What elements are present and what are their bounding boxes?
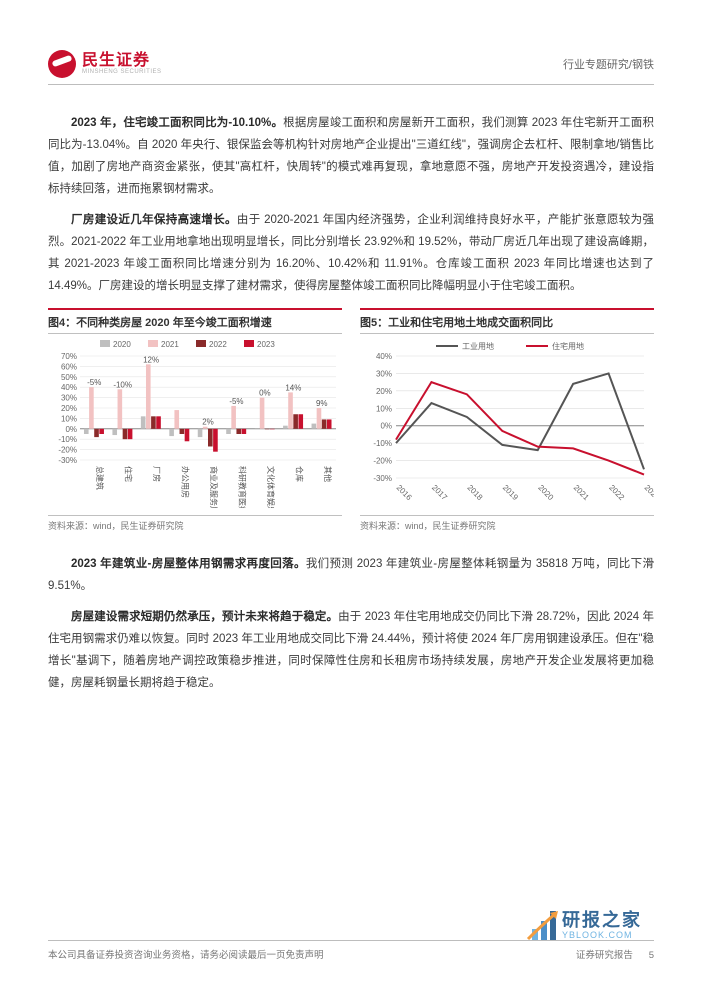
p4-lead: 房屋建设需求短期仍然承压，预计未来将趋于稳定。 [71,611,338,623]
svg-text:2021: 2021 [161,340,179,349]
svg-text:30%: 30% [376,369,392,378]
paragraph-2: 厂房建设近几年保持高速增长。由于 2020-2021 年国内经济强势，企业利润维… [48,210,654,297]
svg-text:10%: 10% [376,404,392,413]
svg-text:20%: 20% [61,404,77,413]
p2-lead: 厂房建设近几年保持高速增长。 [71,214,237,226]
svg-text:文化体育娱乐用房: 文化体育娱乐用房 [266,466,276,508]
svg-text:2020: 2020 [113,340,131,349]
svg-text:商业及服务用房: 商业及服务用房 [209,466,219,508]
figure-row: 图4：不同种类房屋 2020 年至今竣工面积增速 -30%-20%-10%0%1… [48,308,654,532]
svg-text:2022: 2022 [209,340,227,349]
svg-text:12%: 12% [143,355,159,364]
breadcrumb: 行业专题研究/钢铁 [563,56,654,72]
paragraph-1: 2023 年，住宅竣工面积同比为-10.10%。根据房屋竣工面积和房屋新开工面积… [48,113,654,200]
fig4-source: 资料来源：wind，民生证券研究院 [48,515,342,532]
page-header: 民生证券 MINSHENG SECURITIES 行业专题研究/钢铁 [48,50,654,78]
fig5-chart: -30% -20% -10% 0% 10% 20% 30% 40% 2016 2017 2018 20… [360,338,654,508]
paragraph-3: 2023 年建筑业-房屋整体用钢需求再度回落。我们预测 2023 年建筑业-房屋… [48,554,654,598]
watermark: 研报之家 YBLOOK.COM [532,911,642,941]
svg-text:住宅: 住宅 [124,466,134,482]
svg-text:-20%: -20% [58,445,77,454]
header-divider [48,84,654,85]
svg-text:14%: 14% [285,383,301,392]
svg-text:2017: 2017 [430,483,449,502]
svg-text:70%: 70% [61,352,77,361]
paragraph-4: 房屋建设需求短期仍然承压，预计未来将趋于稳定。由于 2023 年住宅用地成交仍同… [48,607,654,694]
footer-page-number: 5 [649,950,654,961]
fig5-source: 资料来源：wind，民生证券研究院 [360,515,654,532]
svg-text:40%: 40% [376,352,392,361]
svg-text:0%: 0% [380,421,392,430]
svg-text:50%: 50% [61,373,77,382]
svg-text:厂房: 厂房 [152,466,162,482]
svg-text:2023: 2023 [257,340,275,349]
fig4-chart: -30%-20%-10%0%10%20%30%40%50%60%70%20202… [48,338,342,508]
svg-text:仓库: 仓库 [294,466,304,482]
page-footer: 本公司具备证券投资咨询业务资格，请务必阅读最后一页免责声明 证券研究报告 5 [48,940,654,961]
svg-text:40%: 40% [61,383,77,392]
svg-text:2020: 2020 [536,483,555,502]
watermark-arrow-icon [526,903,566,943]
svg-text:-20%: -20% [373,456,392,465]
footer-divider [48,940,654,941]
svg-text:2021: 2021 [572,483,591,502]
svg-text:2023: 2023 [643,483,654,502]
svg-text:工业用地: 工业用地 [462,341,494,351]
company-name-en: MINSHENG SECURITIES [82,69,162,75]
svg-text:2016: 2016 [395,483,414,502]
svg-text:20%: 20% [376,387,392,396]
svg-text:2%: 2% [202,417,214,426]
p3-lead: 2023 年建筑业-房屋整体用钢需求再度回落。 [71,558,306,570]
footer-report-label: 证券研究报告 [576,950,633,961]
svg-text:60%: 60% [61,362,77,371]
fig4-title: 图4：不同种类房屋 2020 年至今竣工面积增速 [48,314,342,334]
company-logo: 民生证券 MINSHENG SECURITIES [48,50,162,78]
svg-text:-5%: -5% [229,397,243,406]
svg-text:-5%: -5% [87,378,101,387]
svg-text:-10%: -10% [373,439,392,448]
svg-text:10%: 10% [61,414,77,423]
svg-text:2018: 2018 [465,483,484,502]
fig5-title: 图5：工业和住宅用地土地成交面积同比 [360,314,654,334]
svg-text:0%: 0% [259,388,271,397]
svg-text:其他: 其他 [323,466,333,482]
svg-text:0%: 0% [65,425,77,434]
figure-4: 图4：不同种类房屋 2020 年至今竣工面积增速 -30%-20%-10%0%1… [48,308,342,532]
svg-text:-10%: -10% [113,380,132,389]
svg-text:住宅用地: 住宅用地 [552,341,584,351]
watermark-cn: 研报之家 [562,911,642,931]
logo-mark-icon [48,50,76,78]
svg-text:9%: 9% [316,399,328,408]
svg-text:30%: 30% [61,393,77,402]
company-name-cn: 民生证券 [82,53,162,69]
svg-text:-30%: -30% [58,456,77,465]
svg-text:2022: 2022 [607,483,626,502]
svg-text:科研教育医疗用房: 科研教育医疗用房 [237,466,247,508]
svg-text:-30%: -30% [373,474,392,483]
svg-text:总建筑: 总建筑 [95,466,105,490]
svg-text:2019: 2019 [501,483,520,502]
svg-text:-10%: -10% [58,435,77,444]
figure-5: 图5：工业和住宅用地土地成交面积同比 -30% -20% -10% 0% 10% 20% 3… [360,308,654,532]
p1-lead: 2023 年，住宅竣工面积同比为-10.10%。 [71,117,283,129]
footer-disclaimer: 本公司具备证券投资咨询业务资格，请务必阅读最后一页免责声明 [48,947,324,961]
svg-text:办公用房: 办公用房 [181,466,191,498]
